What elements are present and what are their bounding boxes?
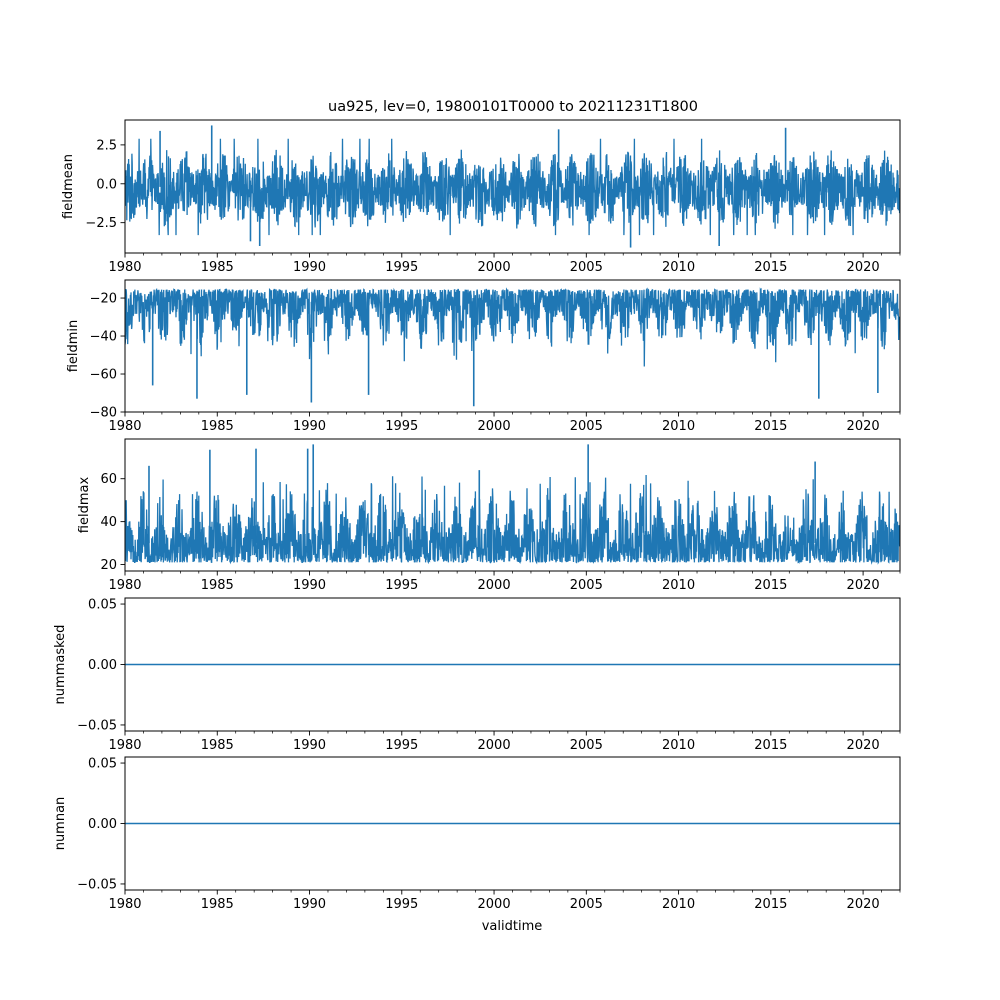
x-tick-label: 1995 [385,260,418,275]
y-tick-label: 0.0 [96,177,117,192]
x-tick-label: 2005 [570,419,603,434]
x-tick-label: 2000 [478,260,511,275]
y-tick-label: 0.00 [88,817,117,832]
y-tick-label: 20 [100,558,117,573]
y-tick-label: −0.05 [77,877,117,892]
x-tick-label: 2010 [662,738,695,753]
x-tick-label: 2010 [662,578,695,593]
x-tick-label: 2005 [570,578,603,593]
x-tick-label: 2015 [754,738,787,753]
x-tick-label: 2005 [570,738,603,753]
x-tick-label: 2000 [478,897,511,912]
series-line [125,287,900,367]
x-tick-label: 1990 [293,897,326,912]
x-tick-label: 1985 [201,738,234,753]
y-axis-label: numnan [53,797,68,851]
x-tick-label: 1995 [385,419,418,434]
y-axis-label: nummasked [53,625,68,705]
x-tick-label: 2020 [847,419,880,434]
x-tick-label: 2020 [847,738,880,753]
series-line [125,474,900,565]
figure-title: ua925, lev=0, 19800101T0000 to 20211231T… [328,99,698,115]
y-tick-label: 60 [100,472,117,487]
x-tick-label: 1995 [385,738,418,753]
y-tick-label: 2.5 [96,138,117,153]
panels: 1980 1985 1990 1995 2000 2005 2010 2015 2020 −2.5… [53,119,901,912]
panel-numnan: 1980 1985 1990 1995 2000 2005 2010 2015 2020 −0.0… [53,756,901,912]
x-tick-label: 2020 [847,578,880,593]
plot-area [125,125,900,248]
x-tick-label: 2000 [478,419,511,434]
x-tick-label: 2000 [478,738,511,753]
x-tick-label: 1985 [201,578,234,593]
x-tick-label: 1990 [293,419,326,434]
x-tick-label: 1985 [201,419,234,434]
x-tick-label: 2005 [570,260,603,275]
x-tick-label: 2015 [754,578,787,593]
panel-nummasked: 1980 1985 1990 1995 2000 2005 2010 2015 2020 −0.0… [53,597,901,753]
x-tick-label: 2010 [662,897,695,912]
y-tick-label: −80 [90,406,117,421]
y-axis-label: fieldmean [61,154,76,219]
x-tick-label: 2005 [570,897,603,912]
x-tick-label: 1980 [108,897,141,912]
y-tick-label: 0.05 [88,598,117,613]
panel-fieldmax: 1980 1985 1990 1995 2000 2005 2010 2015 20202040… [77,438,901,593]
y-tick-label: −60 [90,368,117,383]
y-tick-label: 40 [100,515,117,530]
x-tick-label: 2020 [847,897,880,912]
series-line [125,138,900,236]
x-tick-label: 1985 [201,897,234,912]
x-tick-label: 2020 [847,260,880,275]
x-tick-label: 1990 [293,578,326,593]
y-tick-label: 0.00 [88,658,117,673]
y-tick-label: 0.05 [88,757,117,772]
y-tick-label: −0.05 [77,718,117,733]
x-tick-label: 1980 [108,419,141,434]
plot-area [125,444,900,565]
x-tick-label: 1990 [293,738,326,753]
x-tick-label: 2000 [478,578,511,593]
x-tick-label: 2010 [662,260,695,275]
plot-area [125,287,900,407]
y-tick-label: −20 [90,292,117,307]
x-tick-label: 1980 [108,260,141,275]
y-axis-label: fieldmax [77,477,92,534]
x-tick-label: 2015 [754,897,787,912]
y-tick-label: −40 [90,330,117,345]
y-tick-label: −2.5 [85,216,117,231]
x-tick-label: 1980 [108,578,141,593]
x-tick-label: 2010 [662,419,695,434]
x-tick-label: 1990 [293,260,326,275]
y-axis-label: fieldmin [66,320,81,373]
x-tick-label: 2015 [754,419,787,434]
x-axis-label: validtime [482,919,543,934]
x-tick-label: 2015 [754,260,787,275]
x-tick-label: 1995 [385,897,418,912]
panel-fieldmin: 1980 1985 1990 1995 2000 2005 2010 2015 2020 −80 −… [66,279,901,434]
x-tick-label: 1985 [201,260,234,275]
x-tick-label: 1995 [385,578,418,593]
panel-fieldmean: 1980 1985 1990 1995 2000 2005 2010 2015 2020 −2.5… [61,119,901,275]
x-tick-label: 1980 [108,738,141,753]
